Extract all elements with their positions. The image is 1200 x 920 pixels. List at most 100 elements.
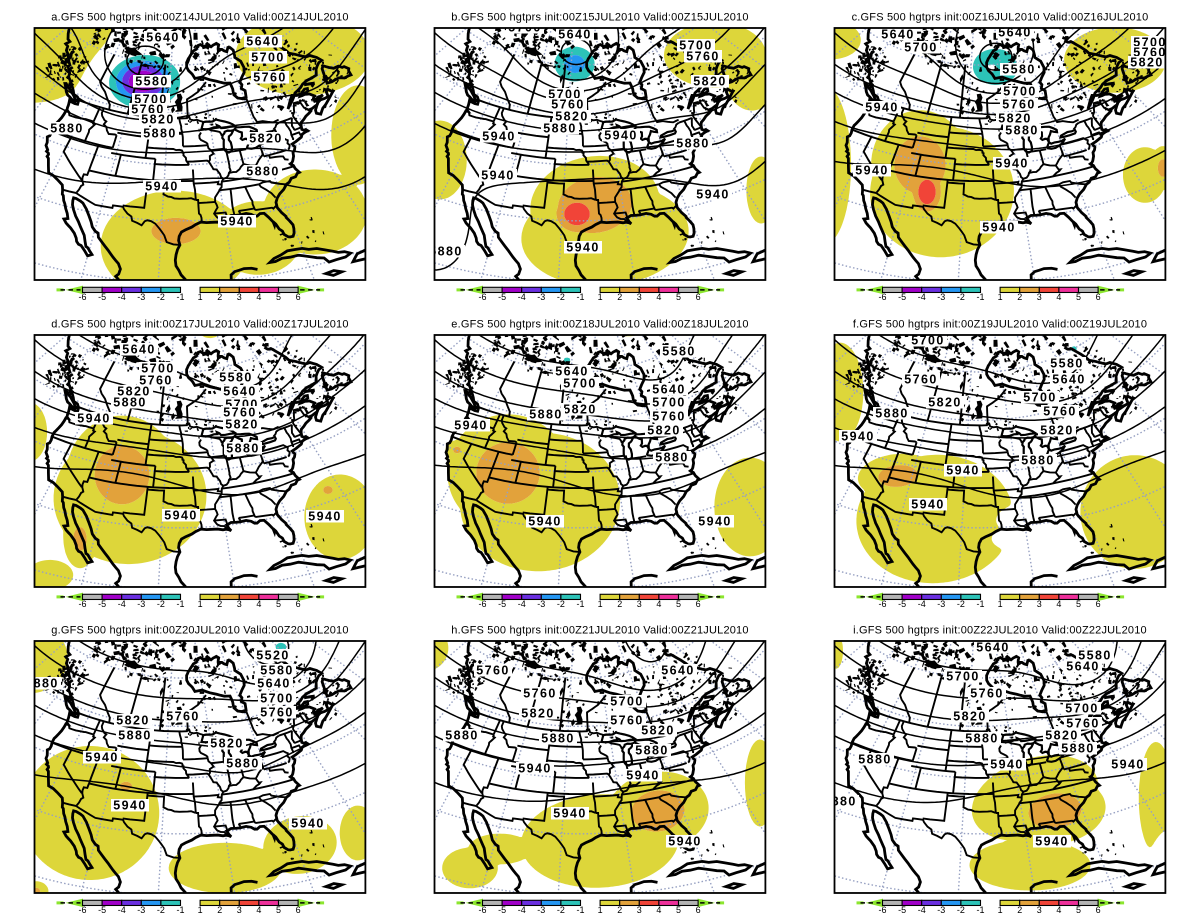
svg-text:5940: 5940	[518, 762, 551, 776]
svg-text:5880: 5880	[429, 245, 462, 259]
svg-text:5940: 5940	[145, 180, 178, 194]
svg-text:5820: 5820	[928, 395, 961, 409]
svg-text:5940: 5940	[911, 497, 944, 511]
svg-text:5940: 5940	[85, 751, 118, 765]
svg-text:5940: 5940	[995, 157, 1028, 171]
svg-text:5940: 5940	[946, 463, 979, 477]
svg-text:5940: 5940	[220, 215, 253, 229]
svg-text:5820: 5820	[647, 423, 680, 437]
svg-text:5940: 5940	[454, 418, 487, 432]
svg-text:5760: 5760	[551, 98, 584, 112]
svg-text:5580: 5580	[135, 75, 168, 89]
svg-text:5700: 5700	[904, 41, 937, 55]
svg-text:5940: 5940	[482, 130, 515, 144]
svg-text:5880: 5880	[1005, 124, 1038, 138]
svg-text:5940: 5940	[528, 514, 561, 528]
svg-text:5820: 5820	[1130, 56, 1163, 70]
svg-text:5580: 5580	[219, 370, 252, 384]
svg-text:5820: 5820	[555, 110, 588, 124]
svg-text:5640: 5640	[1066, 660, 1099, 674]
svg-text:e.GFS 500 hgtprs init:00Z18JUL: e.GFS 500 hgtprs init:00Z18JUL2010 Valid…	[451, 318, 748, 330]
svg-text:5820: 5820	[998, 112, 1031, 126]
svg-text:5640: 5640	[122, 342, 155, 356]
svg-text:5940: 5940	[865, 101, 898, 115]
svg-text:5940: 5940	[1035, 835, 1068, 849]
svg-text:i.GFS 500 hgtprs init:00Z22JUL: i.GFS 500 hgtprs init:00Z22JUL2010 Valid…	[853, 625, 1147, 637]
svg-text:5880: 5880	[965, 732, 998, 746]
svg-text:5700: 5700	[563, 376, 596, 390]
svg-text:5700: 5700	[679, 39, 712, 53]
svg-text:5880: 5880	[529, 407, 562, 421]
svg-text:5880: 5880	[445, 729, 478, 743]
svg-text:5760: 5760	[686, 50, 719, 64]
svg-text:5760: 5760	[1066, 717, 1099, 731]
svg-text:5580: 5580	[1078, 649, 1111, 663]
svg-text:5640: 5640	[146, 31, 179, 45]
svg-text:5880: 5880	[541, 732, 574, 746]
svg-text:5940: 5940	[481, 169, 514, 183]
svg-text:5700: 5700	[1003, 85, 1036, 99]
svg-text:5700: 5700	[260, 692, 293, 706]
svg-text:d.GFS 500 hgtprs init:00Z17JUL: d.GFS 500 hgtprs init:00Z17JUL2010 Valid…	[51, 318, 348, 330]
svg-text:5940: 5940	[698, 514, 731, 528]
svg-text:5940: 5940	[164, 508, 197, 522]
svg-text:5640: 5640	[998, 26, 1031, 40]
svg-text:h.GFS 500 hgtprs init:00Z21JUL: h.GFS 500 hgtprs init:00Z21JUL2010 Valid…	[451, 625, 748, 637]
svg-text:5520: 5520	[256, 649, 289, 663]
svg-text:5760: 5760	[166, 710, 199, 724]
svg-text:5700: 5700	[946, 670, 979, 684]
svg-text:c.GFS 500 hgtprs init:00Z16JUL: c.GFS 500 hgtprs init:00Z16JUL2010 Valid…	[852, 11, 1149, 23]
svg-text:5700: 5700	[652, 395, 685, 409]
svg-text:5880: 5880	[25, 677, 58, 691]
svg-text:5820: 5820	[641, 724, 674, 738]
svg-text:5820: 5820	[1040, 423, 1073, 437]
svg-text:5880: 5880	[1021, 453, 1054, 467]
svg-text:5700: 5700	[508, 21, 541, 35]
svg-text:5760: 5760	[523, 687, 556, 701]
svg-text:5880: 5880	[875, 406, 908, 420]
svg-text:5940: 5940	[626, 769, 659, 783]
svg-text:5580: 5580	[662, 344, 695, 358]
svg-text:5940: 5940	[841, 429, 874, 443]
svg-text:5880: 5880	[226, 441, 259, 455]
svg-text:5700: 5700	[610, 695, 643, 709]
svg-text:5940: 5940	[113, 799, 146, 813]
svg-text:5940: 5940	[1111, 758, 1144, 772]
svg-text:5700: 5700	[141, 361, 174, 375]
svg-text:5760: 5760	[139, 373, 172, 387]
svg-text:5700: 5700	[251, 51, 284, 65]
svg-text:f.GFS 500 hgtprs init:00Z19JUL: f.GFS 500 hgtprs init:00Z19JUL2010 Valid…	[853, 318, 1147, 330]
svg-text:5820: 5820	[225, 417, 258, 431]
svg-text:5820: 5820	[563, 402, 596, 416]
svg-text:5880: 5880	[226, 757, 259, 771]
svg-text:5880: 5880	[143, 127, 176, 141]
svg-text:5760: 5760	[904, 372, 937, 386]
svg-text:5700: 5700	[1065, 702, 1098, 716]
svg-text:5700: 5700	[1023, 390, 1056, 404]
svg-text:5940: 5940	[668, 835, 701, 849]
svg-text:5880: 5880	[543, 122, 576, 136]
svg-text:5880: 5880	[858, 753, 891, 767]
svg-text:5820: 5820	[117, 384, 150, 398]
svg-text:5940: 5940	[553, 807, 586, 821]
svg-text:5580: 5580	[1050, 356, 1083, 370]
svg-text:5940: 5940	[604, 129, 637, 143]
svg-text:5760: 5760	[476, 664, 509, 678]
svg-text:a.GFS 500 hgtprs init:00Z14JUL: a.GFS 500 hgtprs init:00Z14JUL2010 Valid…	[51, 11, 348, 23]
svg-text:5580: 5580	[1002, 63, 1035, 77]
svg-text:5640: 5640	[652, 382, 685, 396]
svg-text:5820: 5820	[141, 113, 174, 127]
svg-text:5760: 5760	[652, 409, 685, 423]
svg-text:5820: 5820	[521, 707, 554, 721]
svg-text:5940: 5940	[566, 241, 599, 255]
svg-text:5880: 5880	[635, 744, 668, 758]
svg-text:5760: 5760	[253, 71, 286, 85]
svg-text:5880: 5880	[1061, 742, 1094, 756]
svg-text:5940: 5940	[855, 164, 888, 178]
svg-text:5880: 5880	[655, 450, 688, 464]
svg-text:5820: 5820	[693, 75, 726, 89]
svg-text:5940: 5940	[982, 221, 1015, 235]
svg-text:5940: 5940	[990, 758, 1023, 772]
svg-text:b.GFS 500 hgtprs init:00Z15JUL: b.GFS 500 hgtprs init:00Z15JUL2010 Valid…	[451, 11, 748, 23]
svg-text:5640: 5640	[223, 384, 256, 398]
